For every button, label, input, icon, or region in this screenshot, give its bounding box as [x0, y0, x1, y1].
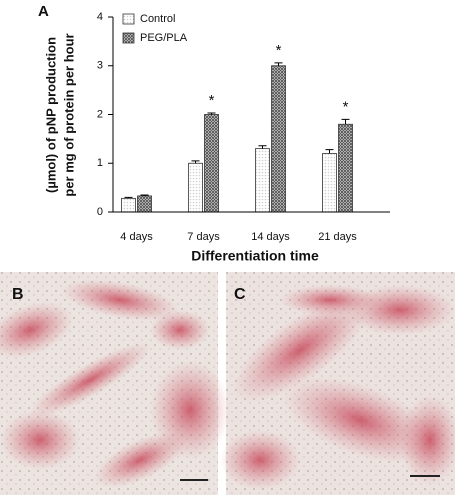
bar: [121, 197, 136, 213]
legend-label: PEG/PLA: [140, 32, 188, 44]
significance-mark: *: [343, 98, 349, 115]
x-tick-label: 21 days: [318, 231, 357, 243]
error-bar: [140, 194, 149, 196]
bar: [255, 148, 270, 213]
significance-mark: *: [276, 42, 282, 59]
bar: [188, 162, 203, 213]
error-bar: [207, 112, 216, 115]
y-axis-title: per mg of protein per hour: [61, 33, 76, 196]
error-bar: [124, 196, 133, 199]
micrograph-b: [0, 272, 230, 495]
x-tick-label: 7 days: [187, 231, 220, 243]
bar: [338, 123, 353, 213]
panel-label: B: [12, 286, 24, 303]
micrograph-c: [220, 272, 455, 495]
y-tick-label: 3: [97, 60, 103, 72]
error-bar: [191, 160, 200, 164]
legend-swatch: [122, 32, 135, 44]
y-tick-label: 4: [97, 11, 103, 23]
bar: [322, 153, 337, 213]
panel-label: C: [234, 286, 246, 303]
bar: [137, 195, 152, 213]
bar: [204, 114, 219, 213]
error-bar: [341, 118, 350, 125]
y-axis-title: (µmol) of pNP production: [43, 37, 58, 193]
significance-mark: *: [209, 92, 215, 109]
bar: [271, 65, 286, 213]
legend-swatch: [122, 13, 135, 25]
legend-label: Control: [140, 13, 175, 25]
y-tick-label: 1: [97, 157, 103, 169]
error-bar: [274, 62, 283, 66]
x-tick-label: 14 days: [251, 231, 290, 243]
panel-label: A: [38, 3, 49, 20]
x-axis-title: Differentiation time: [191, 248, 319, 264]
error-bar: [258, 145, 267, 149]
x-tick-label: 4 days: [120, 231, 153, 243]
y-tick-label: 0: [97, 206, 103, 218]
y-tick-label: 2: [97, 108, 103, 120]
error-bar: [325, 149, 334, 154]
